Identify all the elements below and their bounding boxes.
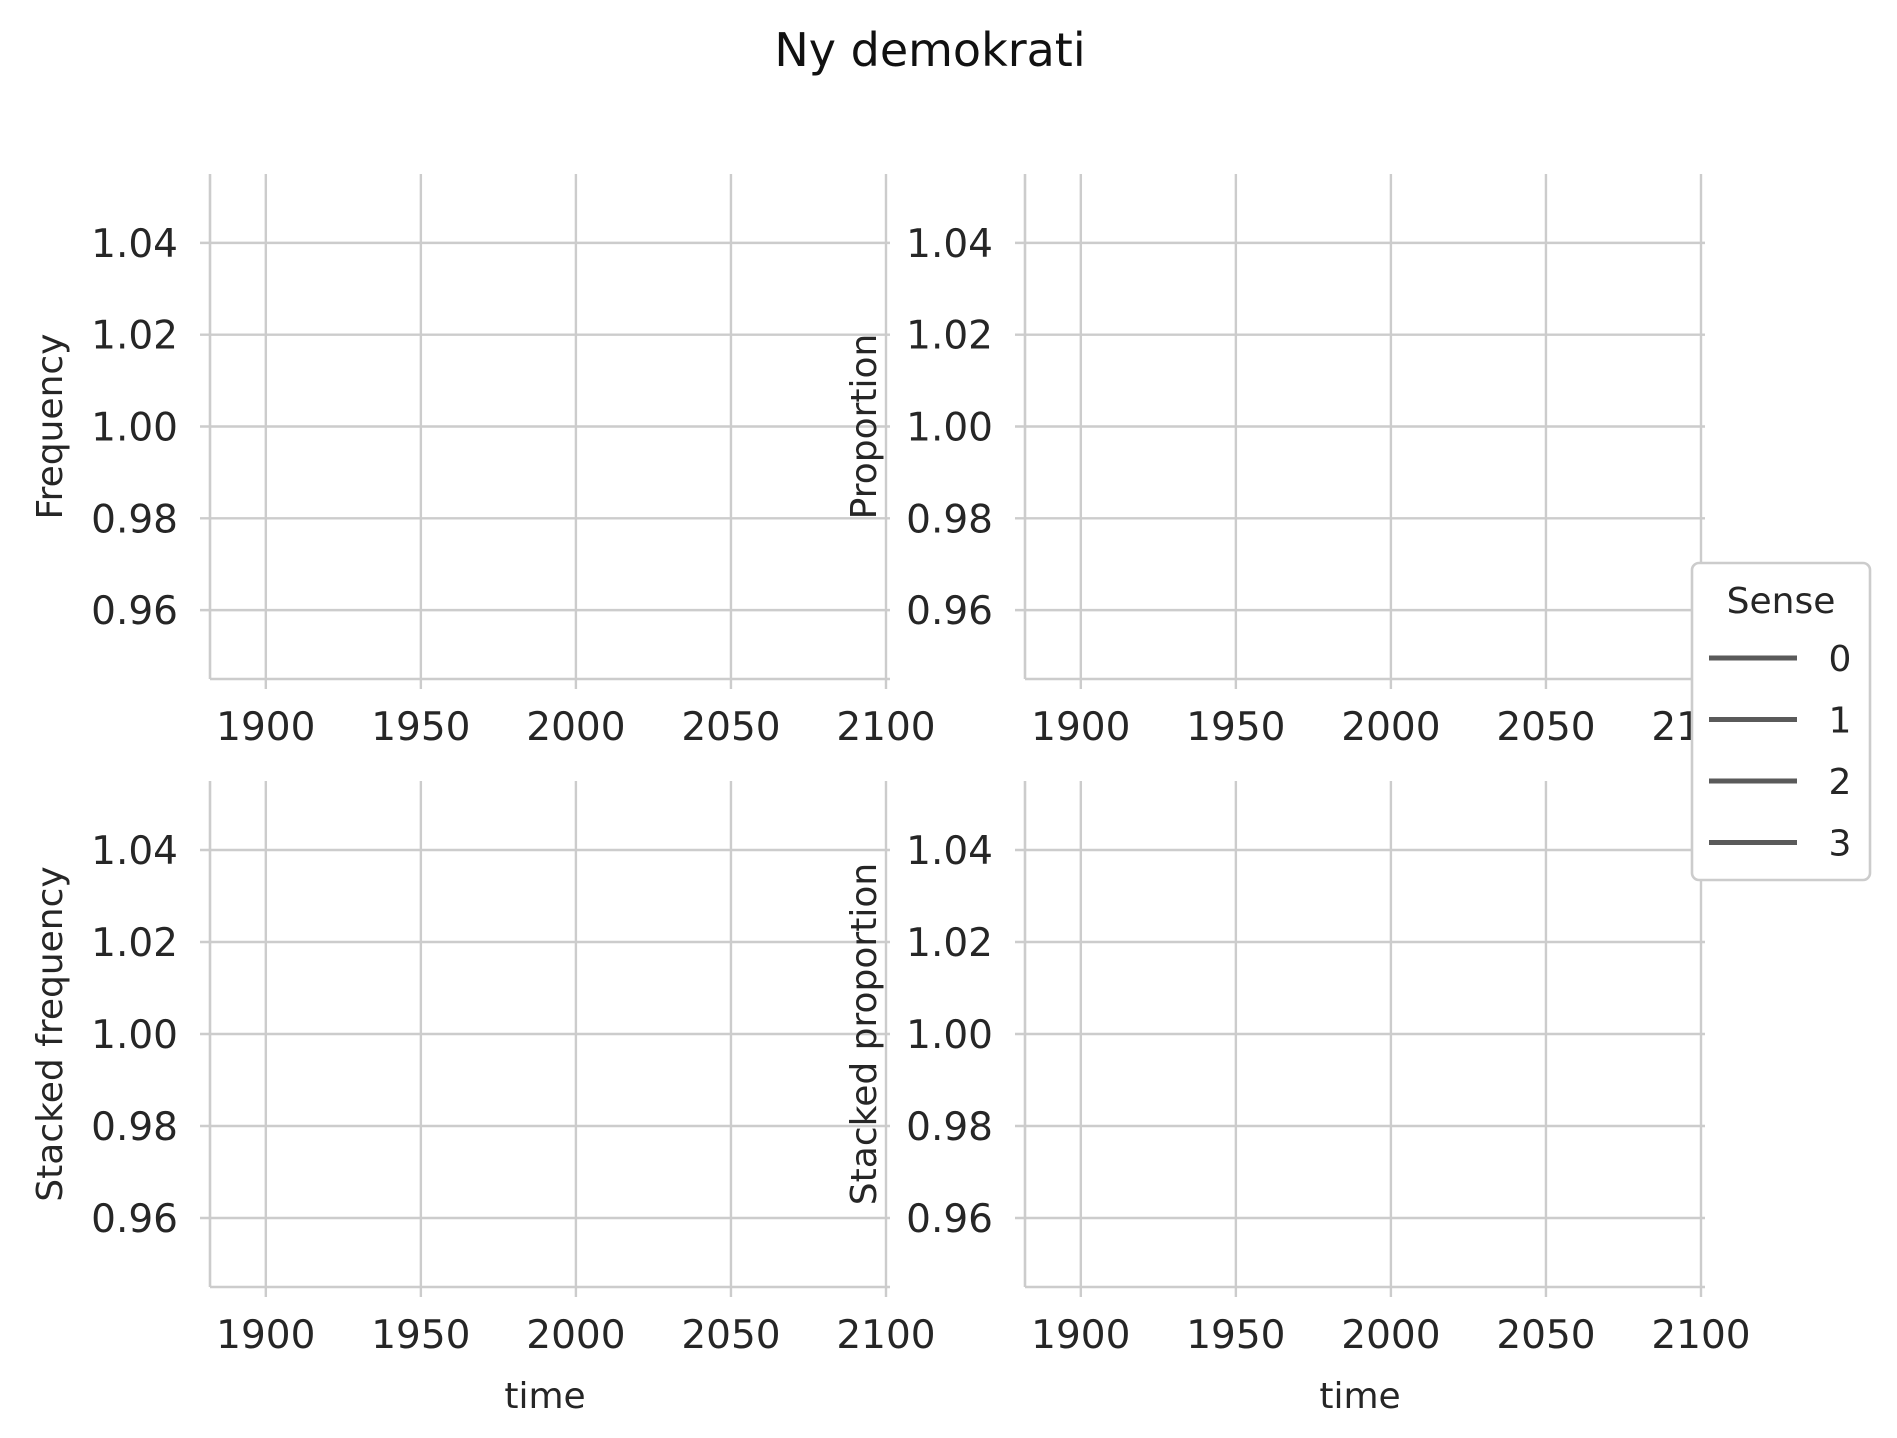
y-tick-label: 1.00 — [91, 1013, 178, 1058]
x-tick-label: 2050 — [1496, 1313, 1595, 1358]
panel-stacked-prop: 1900 1950 2000 2050 2100 0.96 0.98 1.00 1.02 1.04… — [844, 781, 1751, 1417]
legend-entry-label: 0 — [1829, 639, 1852, 680]
panel-freq: 1900 1950 2000 2050 2100 0.96 0.98 1.00 1.02 1.04… — [30, 174, 936, 750]
y-axis-label: Stacked frequency — [30, 866, 71, 1201]
panel-stacked-freq: 1900 1950 2000 2050 2100 0.96 0.98 1.00 1.02 1.04… — [30, 781, 936, 1417]
x-tick-label: 1950 — [1186, 1313, 1285, 1358]
legend-entry-label: 3 — [1829, 824, 1852, 865]
y-tick-label: 1.00 — [906, 1013, 993, 1058]
y-tick-label: 1.04 — [906, 829, 993, 874]
x-tick-label: 2050 — [681, 1313, 780, 1358]
y-tick-label: 1.04 — [91, 222, 178, 267]
y-axis-label: Proportion — [844, 334, 885, 520]
panels: 1900 1950 2000 2050 2100 0.96 0.98 1.00 1.02 1.04… — [30, 174, 1751, 1417]
y-tick-label: 1.02 — [906, 314, 993, 359]
y-tick-label: 0.96 — [906, 589, 993, 634]
x-tick-label: 1900 — [1031, 705, 1130, 750]
panel-prop: 190019502000205021000.960.981.001.021.04… — [844, 174, 1751, 750]
y-tick-label: 1.04 — [906, 222, 993, 267]
x-tick-label: 1950 — [1186, 705, 1285, 750]
y-tick-label: 1.00 — [91, 406, 178, 451]
x-tick-label: 2100 — [836, 1313, 935, 1358]
x-tick-label: 2050 — [681, 705, 780, 750]
y-tick-label: 0.96 — [91, 1197, 178, 1242]
x-tick-label: 1950 — [371, 705, 470, 750]
y-tick-label: 0.96 — [906, 1197, 993, 1242]
legend-entry-label: 1 — [1829, 701, 1852, 742]
legend-entry-label: 2 — [1829, 762, 1852, 803]
y-axis-label: Frequency — [30, 334, 71, 520]
x-tick-label: 1950 — [371, 1313, 470, 1358]
y-tick-label: 0.96 — [91, 589, 178, 634]
y-tick-label: 1.02 — [91, 921, 178, 966]
y-tick-label: 1.04 — [91, 829, 178, 874]
x-tick-label: 2000 — [526, 705, 625, 750]
y-tick-label: 1.02 — [906, 921, 993, 966]
x-axis-label: time — [504, 1376, 585, 1417]
x-axis-label: time — [1319, 1376, 1400, 1417]
legend: Sense 0 1 2 3 — [1690, 561, 1872, 882]
chart-title: Ny demokrati — [774, 23, 1085, 77]
y-tick-label: 0.98 — [91, 1105, 178, 1150]
x-tick-label: 1900 — [216, 1313, 315, 1358]
x-tick-label: 2000 — [1341, 1313, 1440, 1358]
y-tick-label: 1.00 — [906, 406, 993, 451]
y-tick-label: 0.98 — [91, 497, 178, 542]
y-tick-label: 0.98 — [906, 497, 993, 542]
x-tick-label: 2100 — [1651, 1313, 1750, 1358]
y-axis-label: Stacked proportion — [844, 863, 885, 1205]
x-tick-label: 2000 — [1341, 705, 1440, 750]
x-tick-label: 2100 — [836, 705, 935, 750]
x-tick-label: 2000 — [526, 1313, 625, 1358]
x-tick-label: 1900 — [1031, 1313, 1130, 1358]
legend-title: Sense — [1727, 581, 1836, 622]
y-tick-label: 1.02 — [91, 314, 178, 359]
x-tick-label: 2050 — [1496, 705, 1595, 750]
y-tick-label: 0.98 — [906, 1105, 993, 1150]
x-tick-label: 1900 — [216, 705, 315, 750]
